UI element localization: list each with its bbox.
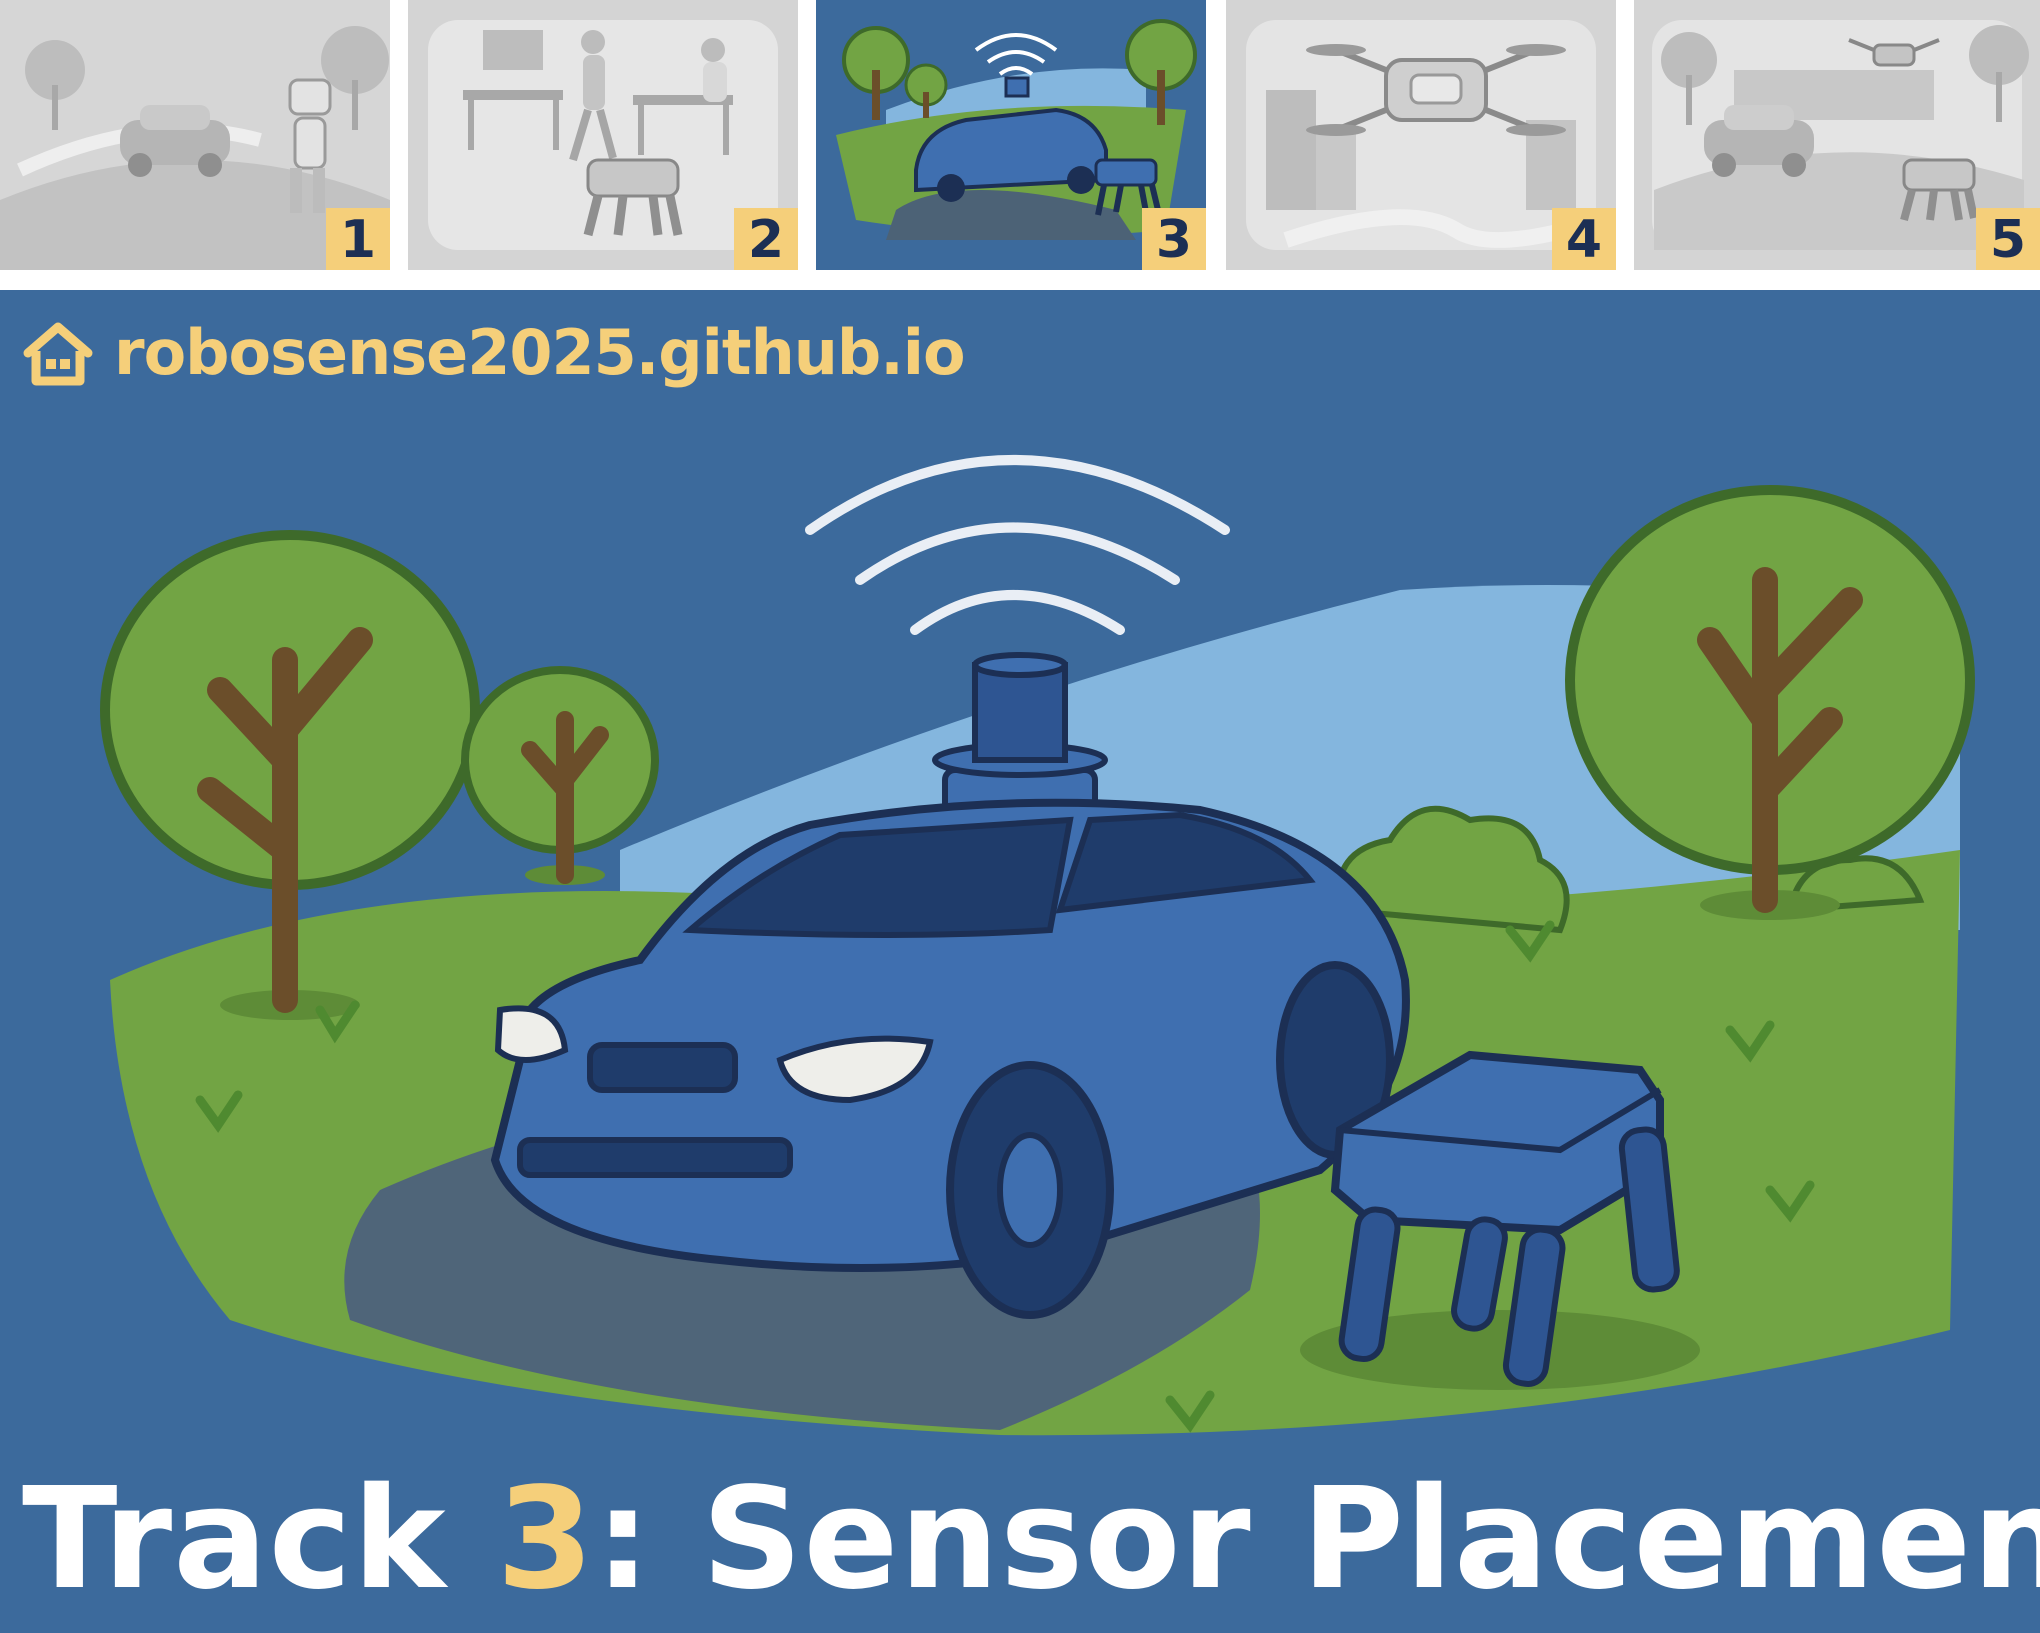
- title-prefix: Track: [22, 1458, 497, 1621]
- sensor-placement-thumbnail-image: [816, 0, 1206, 270]
- thumbnail-track-3-active[interactable]: 3: [816, 0, 1206, 270]
- thumbnail-track-4[interactable]: 4: [1226, 0, 1616, 270]
- indoor-thumbnail-image: [408, 0, 798, 270]
- multi-platform-thumbnail-image: [1634, 0, 2040, 270]
- thumbnail-number-badge: 4: [1552, 208, 1616, 270]
- website-link[interactable]: robosense2025.github.io: [20, 312, 966, 392]
- thumbnail-track-2[interactable]: 2: [408, 0, 798, 270]
- thumbnail-track-5[interactable]: 5: [1634, 0, 2040, 270]
- home-icon: [23, 322, 93, 386]
- main-banner: robosense2025.github.io Track 3: Sensor …: [0, 290, 2040, 1633]
- thumbnail-number-badge-active: 3: [1142, 208, 1206, 270]
- thumbnail-number-badge: 1: [326, 208, 390, 270]
- drone-thumbnail-image: [1226, 0, 1616, 270]
- website-url-text: robosense2025.github.io: [114, 315, 966, 389]
- street-robot-thumbnail-image: [0, 0, 390, 270]
- thumbnail-number-badge: 5: [1976, 208, 2040, 270]
- title-track-number: 3: [496, 1458, 595, 1621]
- title-suffix: : Sensor Placement: [594, 1458, 2040, 1621]
- page-title: Track 3: Sensor Placement: [22, 1465, 2040, 1615]
- thumbnail-track-1[interactable]: 1: [0, 0, 390, 270]
- sensor-placement-scene: [100, 455, 1975, 1436]
- thumbnail-number-badge: 2: [734, 208, 798, 270]
